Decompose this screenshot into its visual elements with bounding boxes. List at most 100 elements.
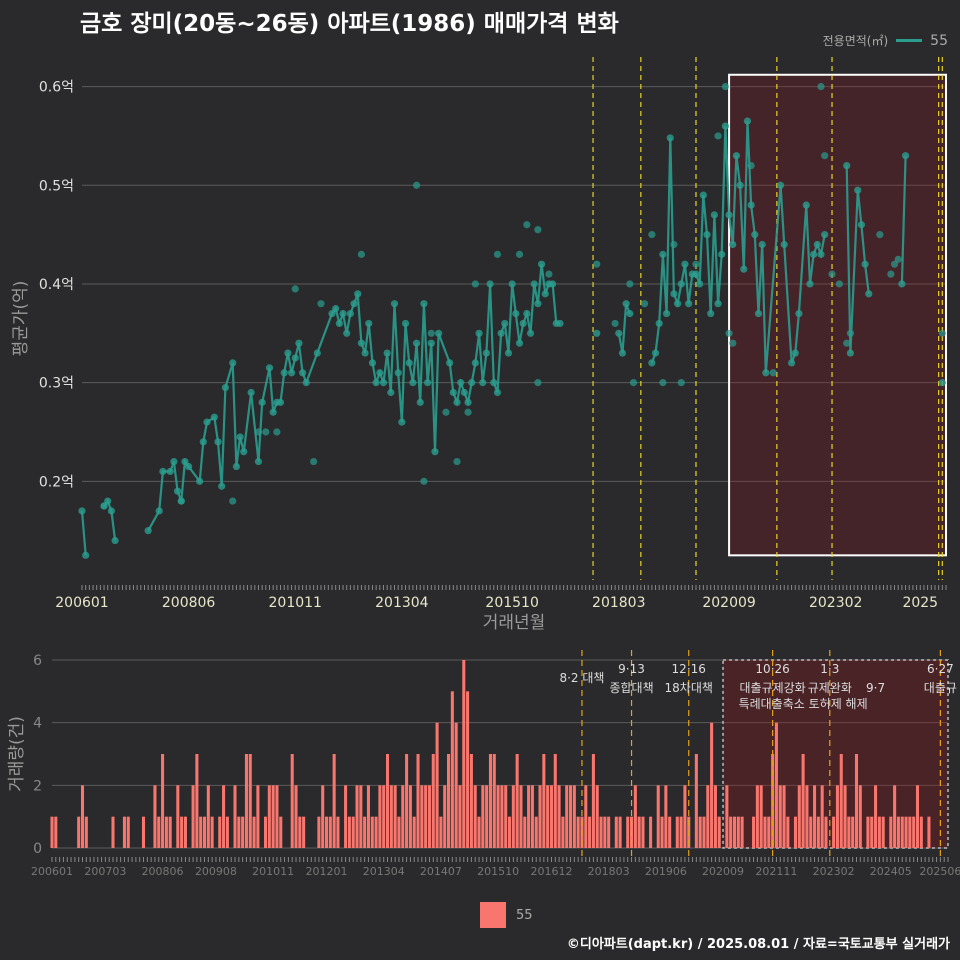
price-point bbox=[810, 250, 818, 258]
price-point bbox=[468, 379, 476, 387]
volume-bar bbox=[881, 816, 885, 848]
volume-bar bbox=[694, 754, 698, 848]
price-point bbox=[376, 369, 384, 377]
volume-bar bbox=[477, 816, 481, 848]
volume-bar bbox=[473, 785, 477, 848]
y-tick-label: 0.2억 bbox=[39, 474, 74, 490]
bar-x-tick-label: 202111 bbox=[755, 865, 797, 878]
volume-bar bbox=[889, 816, 893, 848]
volume-bar bbox=[317, 816, 321, 848]
price-point bbox=[247, 388, 255, 397]
y-tick-label: 0.6억 bbox=[39, 80, 74, 96]
volume-bar bbox=[710, 722, 714, 848]
volume-bar bbox=[344, 785, 348, 848]
volume-bar bbox=[241, 816, 245, 848]
volume-bar bbox=[755, 785, 759, 848]
price-point bbox=[350, 300, 358, 308]
volume-bar bbox=[614, 816, 618, 848]
volume-bar bbox=[576, 816, 580, 848]
price-point bbox=[313, 349, 321, 357]
volume-bar bbox=[641, 816, 645, 848]
price-point bbox=[817, 250, 825, 258]
price-point bbox=[776, 181, 785, 189]
volume-bar bbox=[786, 816, 790, 848]
price-point bbox=[229, 359, 237, 367]
price-point bbox=[795, 309, 803, 318]
price-point bbox=[861, 260, 869, 268]
price-point bbox=[372, 379, 380, 387]
price-point bbox=[721, 83, 730, 91]
volume-bar bbox=[126, 816, 130, 848]
price-point bbox=[442, 408, 450, 416]
price-point bbox=[357, 250, 366, 258]
price-point bbox=[876, 231, 884, 239]
price-point bbox=[677, 280, 685, 288]
volume-bar bbox=[702, 816, 706, 848]
price-point bbox=[254, 428, 263, 436]
policy-name-label: 대출규제강화 bbox=[739, 681, 805, 695]
volume-bar bbox=[225, 816, 229, 848]
volume-bar bbox=[866, 816, 870, 848]
price-point bbox=[287, 369, 296, 377]
volume-bar bbox=[347, 816, 351, 848]
price-point bbox=[534, 300, 542, 308]
volume-bar bbox=[725, 785, 729, 848]
bar-x-tick-label: 202009 bbox=[702, 865, 744, 878]
price-point bbox=[802, 201, 810, 209]
price-point bbox=[846, 349, 855, 357]
price-point bbox=[537, 260, 546, 268]
bar-x-tick-label: 201407 bbox=[420, 865, 462, 878]
price-point bbox=[890, 260, 899, 268]
price-point bbox=[435, 329, 443, 337]
y-axis-label: 평균가(억) bbox=[11, 281, 31, 357]
price-point bbox=[453, 457, 461, 466]
bar-x-tick-label: 201510 bbox=[477, 865, 519, 878]
volume-bar bbox=[538, 785, 542, 848]
volume-bar bbox=[191, 785, 195, 848]
volume-bar bbox=[244, 754, 248, 848]
volume-bar bbox=[534, 816, 538, 848]
volume-bar bbox=[161, 754, 165, 848]
volume-bar bbox=[164, 816, 168, 848]
price-point bbox=[828, 270, 836, 278]
policy-name-label: 규제완화 bbox=[808, 681, 852, 695]
price-point bbox=[754, 309, 763, 318]
price-point bbox=[556, 319, 564, 328]
volume-bar bbox=[271, 785, 275, 848]
bar-x-tick-label: 201201 bbox=[306, 865, 348, 878]
price-point bbox=[813, 240, 821, 249]
price-point bbox=[166, 467, 174, 476]
volume-bar bbox=[466, 691, 470, 848]
volume-bar bbox=[427, 785, 431, 848]
volume-bar bbox=[153, 785, 157, 848]
price-point bbox=[655, 319, 663, 328]
volume-bar bbox=[363, 816, 367, 848]
price-point bbox=[629, 379, 638, 387]
volume-bar bbox=[485, 785, 489, 848]
x-tick-label: 202009 bbox=[702, 595, 755, 611]
price-point bbox=[291, 285, 299, 293]
volume-bar bbox=[698, 816, 702, 848]
volume-bar bbox=[706, 785, 710, 848]
volume-bar bbox=[80, 785, 85, 848]
price-point bbox=[762, 369, 770, 377]
price-point bbox=[82, 551, 90, 559]
price-point bbox=[740, 265, 748, 273]
volume-bar bbox=[549, 785, 553, 848]
volume-bar bbox=[626, 816, 630, 848]
price-point bbox=[523, 309, 531, 318]
footer-credit: ©디아파트(dapt.kr) / 2025.08.01 / 자료=국토교통부 실… bbox=[566, 937, 950, 952]
price-point bbox=[699, 191, 707, 199]
price-point bbox=[670, 240, 678, 249]
price-point bbox=[615, 329, 623, 337]
volume-bar bbox=[412, 816, 416, 848]
price-point bbox=[379, 379, 388, 387]
bar-x-tick-label: 200703 bbox=[84, 865, 126, 878]
volume-bar bbox=[435, 722, 439, 848]
price-point bbox=[901, 152, 910, 160]
volume-bar bbox=[904, 816, 908, 848]
price-point bbox=[938, 329, 946, 337]
price-point bbox=[159, 467, 167, 476]
volume-bar bbox=[752, 816, 756, 848]
y-tick-label: 0.3억 bbox=[39, 376, 74, 392]
